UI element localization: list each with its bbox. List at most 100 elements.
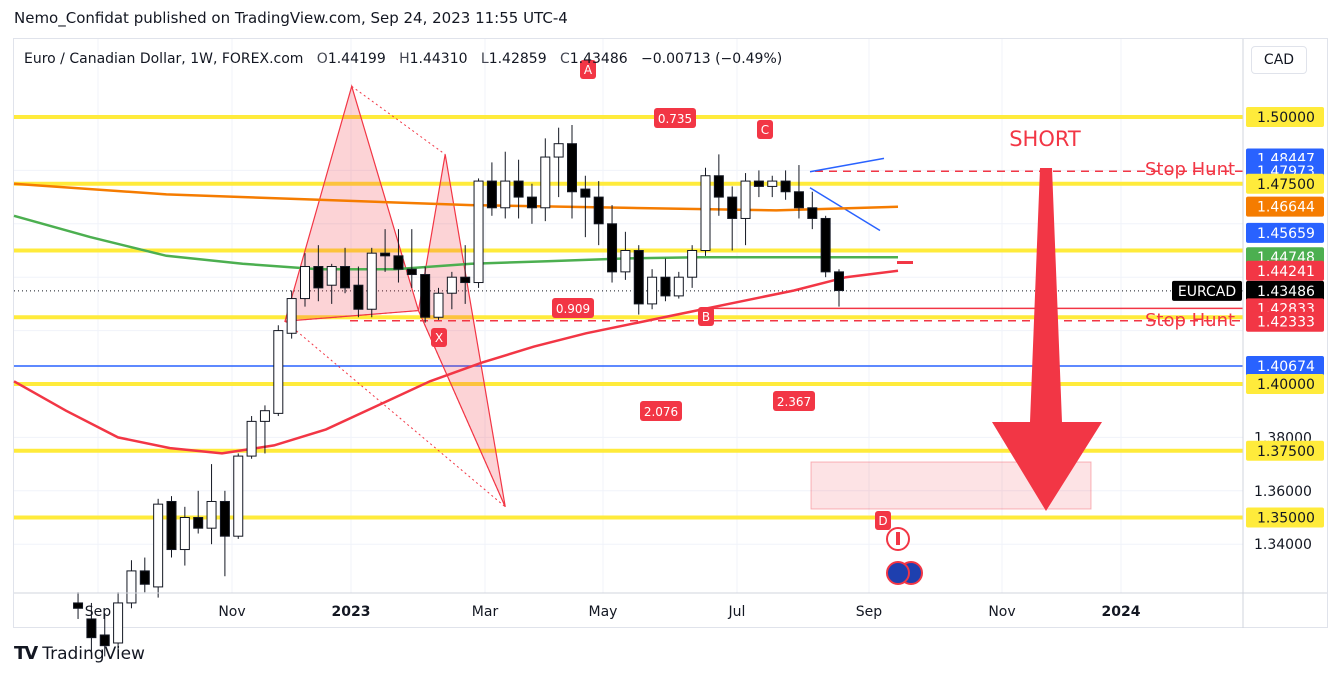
candle[interactable] [380,229,391,272]
candle[interactable] [166,496,177,558]
candle[interactable] [820,215,831,278]
candle[interactable] [193,490,204,534]
point-label-x: X [431,328,447,347]
candle[interactable] [793,165,804,219]
candle[interactable] [807,191,818,230]
candle-body [580,188,591,198]
candle-body [393,255,404,270]
candle[interactable] [593,181,604,246]
candle[interactable] [446,271,457,310]
low-label: L [480,51,489,67]
candle-body [300,266,310,300]
currency-button[interactable]: CAD [1251,46,1307,74]
brand-footer[interactable]: TV TradingView [14,643,145,664]
point-label-d: D [875,511,891,530]
candle[interactable] [393,229,404,283]
ma-green-line [13,214,898,271]
candle-body [793,191,804,209]
candle[interactable] [326,263,337,304]
candle[interactable] [179,506,190,566]
candle[interactable] [727,186,738,251]
candle[interactable] [460,245,471,304]
candle[interactable] [700,167,711,256]
candle[interactable] [206,464,217,545]
candle-body [273,330,284,414]
high-value: 1.44310 [409,51,468,67]
candle[interactable] [273,325,284,417]
candle-body [713,175,724,198]
price-tag-value: 1.46644 [1257,200,1315,216]
candle[interactable] [780,170,791,200]
candle[interactable] [420,266,431,323]
candle[interactable] [259,405,270,454]
candle[interactable] [73,592,84,619]
candle[interactable] [433,287,444,320]
candle-body [153,503,164,588]
candle[interactable] [139,557,150,593]
candle[interactable] [153,498,164,598]
candle[interactable] [300,253,310,307]
candle[interactable] [219,490,230,577]
harmonic-ratio-line [351,85,446,155]
candle[interactable] [286,290,297,339]
candle[interactable] [313,245,324,302]
price-tag-bg [1246,173,1324,194]
candle-body [446,276,457,294]
candle[interactable] [473,178,484,288]
x-tick-label: Nov [218,604,245,620]
x-tick-label: Nov [988,604,1015,620]
candle[interactable] [740,173,751,246]
candle-body [353,284,364,310]
candle[interactable] [633,245,644,315]
candle[interactable] [500,151,511,219]
candle[interactable] [607,205,618,283]
ratio-label-xb-bg [552,298,594,318]
price-tag-value: 1.47500 [1257,177,1315,193]
ratio-label-bd-text: 2.367 [777,395,811,409]
candle-body [607,223,618,273]
candle[interactable] [406,229,417,288]
candle[interactable] [233,453,244,539]
candle-body [807,207,818,219]
candle[interactable] [246,416,257,459]
candle[interactable] [113,592,124,660]
candle-body [820,217,831,273]
price-tag: 1.40000 [1246,374,1324,394]
candle[interactable] [660,258,671,302]
candle[interactable] [834,269,844,307]
candle[interactable] [580,175,591,238]
candle[interactable] [567,125,577,219]
price-tag-value: 1.43486 [1257,284,1315,300]
candle[interactable] [366,247,377,318]
candle[interactable] [513,159,524,219]
candle[interactable] [673,271,684,299]
candle-body [633,250,644,305]
candle-body [406,268,417,276]
candle[interactable] [86,602,97,651]
candle[interactable] [687,245,698,288]
candle[interactable] [340,247,351,294]
point-label-d-bg [875,511,891,530]
candle[interactable] [540,138,551,222]
candle[interactable] [353,266,364,318]
candle[interactable] [647,269,658,310]
candle-body [593,196,604,225]
candle[interactable] [126,560,137,609]
candle[interactable] [526,183,537,224]
price-tag-value: 1.40674 [1257,359,1315,375]
eu-flag-icon[interactable] [886,561,910,585]
candle[interactable] [553,127,564,198]
price-tag-bg [1246,374,1324,394]
price-tag: 1.43486 EURCAD [1172,280,1324,301]
candle[interactable] [767,175,778,198]
candle[interactable] [713,154,724,216]
candle[interactable] [620,231,631,280]
candle-body [193,517,204,529]
candle-body [366,252,377,310]
candle[interactable] [753,170,764,198]
candle[interactable] [99,613,110,657]
tradingview-logo-icon: TV [14,643,38,664]
price-tag: 1.37500 [1246,440,1324,461]
candle[interactable] [486,162,497,216]
